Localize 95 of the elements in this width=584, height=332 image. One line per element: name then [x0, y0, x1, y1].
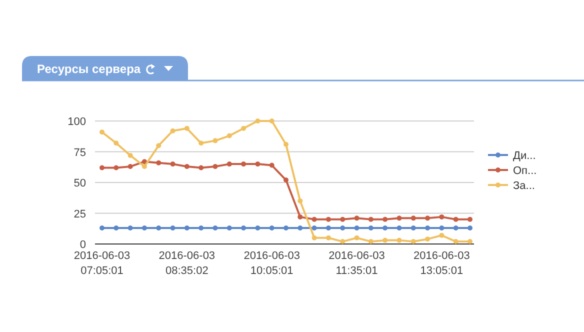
point	[100, 165, 104, 170]
point	[269, 226, 274, 231]
point	[298, 214, 303, 220]
point	[142, 164, 147, 170]
point	[340, 226, 346, 231]
point	[128, 226, 133, 231]
point	[226, 162, 232, 167]
point	[184, 126, 190, 131]
point	[184, 226, 190, 231]
y-tick-label: 0	[80, 239, 86, 251]
legend-label: За...	[513, 180, 535, 192]
point	[368, 216, 374, 222]
legend-label: Оп...	[513, 165, 537, 177]
point	[128, 152, 133, 158]
point	[255, 162, 260, 167]
point	[298, 198, 303, 204]
point	[212, 138, 218, 144]
point	[298, 226, 303, 231]
point	[439, 214, 444, 220]
point	[453, 226, 458, 231]
point	[198, 165, 204, 170]
point	[241, 126, 246, 131]
point	[284, 226, 288, 231]
point	[396, 238, 402, 243]
point	[269, 118, 274, 124]
point	[410, 216, 416, 221]
point	[453, 239, 458, 244]
point	[198, 226, 204, 231]
point	[241, 162, 246, 167]
point	[100, 130, 104, 135]
point	[439, 226, 444, 231]
point	[100, 226, 104, 231]
point	[340, 216, 346, 222]
point	[354, 226, 360, 231]
y-tick-label: 100	[68, 116, 86, 128]
point	[354, 216, 360, 221]
x-tick-label: 2016-06-03 08:35:02	[158, 250, 216, 277]
point	[453, 216, 458, 222]
point	[354, 235, 360, 240]
point	[410, 239, 416, 244]
point	[156, 143, 162, 148]
point	[312, 235, 317, 240]
point	[255, 226, 260, 231]
point	[468, 216, 472, 222]
legend-label: Ди...	[513, 150, 536, 162]
point	[382, 238, 388, 243]
point	[114, 226, 119, 231]
x-tick-label: 2016-06-03 13:05:01	[414, 250, 470, 277]
point	[170, 226, 176, 231]
x-tick-label: 2016-06-03 11:35:01	[328, 250, 385, 277]
point	[326, 235, 331, 240]
chart-title: Ресурсы сервера	[37, 62, 141, 76]
point	[142, 226, 147, 231]
point	[170, 162, 176, 167]
point	[198, 140, 204, 146]
point	[142, 159, 147, 164]
point	[284, 178, 288, 183]
point	[269, 162, 274, 168]
x-tick-label: 2016-06-03 07:05:01	[74, 250, 130, 277]
point	[468, 239, 472, 244]
point	[326, 216, 331, 222]
point	[396, 226, 402, 231]
point	[410, 226, 416, 231]
point	[114, 140, 119, 146]
point	[255, 118, 260, 124]
y-tick-label: 75	[74, 146, 86, 159]
point	[382, 226, 388, 231]
point	[368, 226, 374, 231]
point	[156, 226, 162, 231]
point	[284, 142, 288, 147]
point	[312, 216, 317, 222]
y-tick-label: 50	[74, 178, 86, 190]
point	[468, 226, 472, 231]
point	[340, 239, 346, 244]
point	[114, 165, 119, 170]
point	[425, 226, 430, 231]
point	[312, 226, 317, 231]
point	[368, 239, 374, 244]
point	[396, 216, 402, 221]
point	[425, 216, 430, 221]
point	[326, 226, 331, 231]
y-tick-label: 25	[74, 208, 86, 220]
point	[212, 164, 218, 170]
point	[226, 226, 232, 231]
point	[184, 164, 190, 170]
x-tick-label: 2016-06-03 10:05:01	[244, 250, 300, 277]
point	[128, 164, 133, 170]
point	[226, 133, 232, 138]
point	[382, 216, 388, 222]
point	[241, 226, 246, 231]
point	[439, 232, 444, 238]
point	[170, 128, 176, 134]
point	[156, 160, 162, 166]
point	[212, 226, 218, 231]
point	[425, 236, 430, 242]
